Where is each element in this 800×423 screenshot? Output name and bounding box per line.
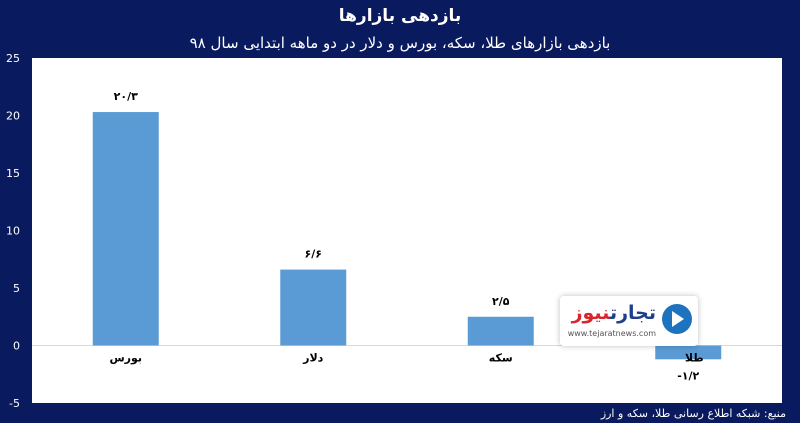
- chart-subtitle: بازدهی بازارهای طلا، سکه، بورس و دلار در…: [189, 34, 611, 52]
- bar: [655, 345, 722, 360]
- data-label: -۱/۲: [677, 369, 699, 382]
- y-tick-label: 15: [6, 167, 20, 180]
- logo-name-main: تجارت: [609, 302, 656, 324]
- chart-title: بازدهی بازارها: [338, 6, 462, 26]
- y-tick-label: -5: [9, 397, 20, 410]
- y-tick-label: 5: [13, 282, 20, 295]
- source-note: منبع: شبکه اطلاع رسانی طلا، سکه و ارز: [600, 407, 786, 420]
- data-label: ۲۰/۳: [114, 90, 138, 103]
- bar-chart: 25 20 15 10 5 0 -5 بورس ۲۰/۳ دلار ۶/۶ سکه ۲/۵ طلا -۱/۲: [6, 52, 782, 410]
- tejaratnews-logo: تجارتنیوز www.tejaratnews.com: [560, 296, 698, 346]
- plot-area: 25 20 15 10 5 0 -5 بورس ۲۰/۳ دلار ۶/۶ سکه ۲/۵ طلا -۱/۲…: [6, 52, 782, 410]
- logo-name-accent: نیوز: [571, 302, 610, 324]
- logo-url: www.tejaratnews.com: [567, 329, 656, 338]
- category-label: بورس: [109, 352, 142, 365]
- category-label: دلار: [302, 352, 324, 365]
- arrow-globe-icon: [662, 304, 692, 334]
- category-label: طلا: [685, 352, 704, 365]
- data-label: ۶/۶: [305, 248, 322, 261]
- category-label: سکه: [489, 352, 513, 365]
- y-tick-label: 20: [6, 110, 20, 123]
- bar: [280, 269, 347, 346]
- y-tick-label: 0: [13, 340, 20, 353]
- data-label: ۲/۵: [492, 295, 510, 308]
- logo-name: تجارتنیوز: [572, 302, 656, 324]
- y-tick-label: 10: [6, 225, 20, 238]
- y-tick-label: 25: [6, 52, 20, 65]
- bar: [92, 112, 159, 346]
- bar: [467, 316, 534, 346]
